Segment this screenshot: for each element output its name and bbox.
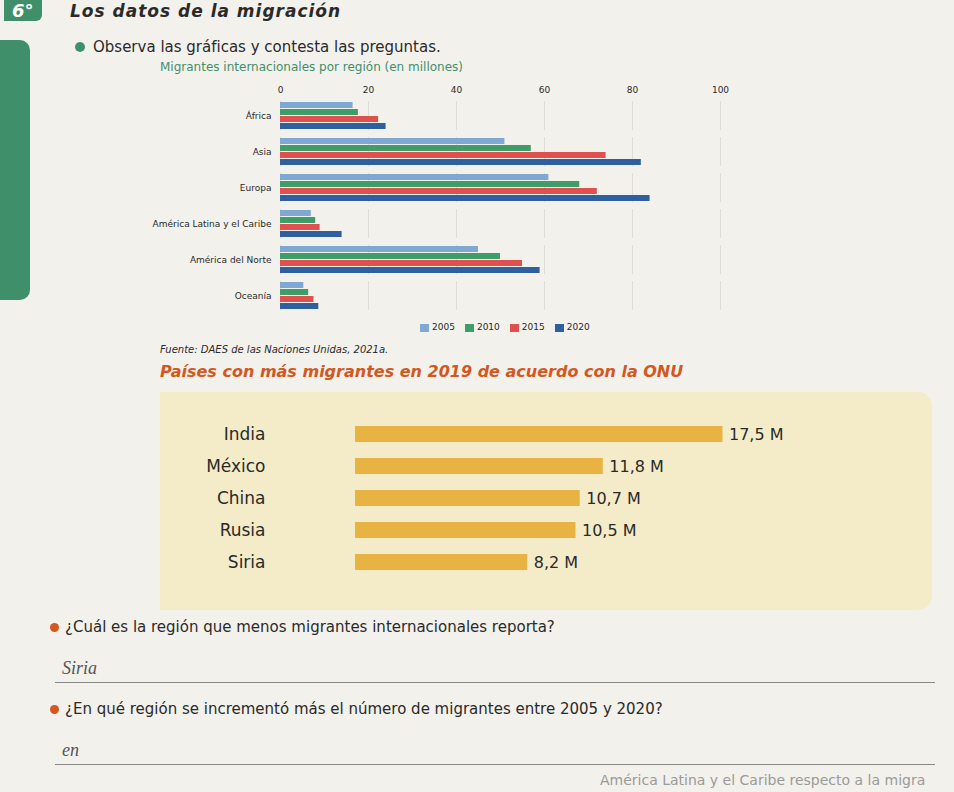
svg-text:20: 20 xyxy=(363,85,375,95)
svg-text:México: México xyxy=(206,456,265,476)
svg-text:América Latina y el Caribe: América Latina y el Caribe xyxy=(153,219,272,229)
svg-text:América del Norte: América del Norte xyxy=(190,255,272,265)
html-text:Fuente: DAES de las Naciones U: Fuente: DAES de las Naciones Unidas, 202… xyxy=(160,344,389,355)
svg-text:Asia: Asia xyxy=(253,147,272,157)
html-text:¿En qué región se incrementó m: ¿En qué región se incrementó más el núme… xyxy=(65,700,663,718)
svg-text:60: 60 xyxy=(539,85,551,95)
html-text:en: en xyxy=(62,740,79,760)
html-text:2020: 2020 xyxy=(566,322,590,332)
html-text:América Latina y el Caribe res: América Latina y el Caribe respecto a la… xyxy=(600,772,926,788)
svg-text:Rusia: Rusia xyxy=(220,520,266,540)
svg-text:0: 0 xyxy=(278,85,284,95)
html-text:Migrantes internacionales por: Migrantes internacionales por región (en… xyxy=(160,60,463,74)
svg-text:Europa: Europa xyxy=(240,183,272,193)
svg-text:17,5 M: 17,5 M xyxy=(729,425,784,444)
html-text:6°: 6° xyxy=(12,0,34,21)
svg-text:China: China xyxy=(217,488,266,508)
svg-text:10,5 M: 10,5 M xyxy=(582,521,637,540)
html-text:Países con más migrantes en 20: Países con más migrantes en 2019 de acue… xyxy=(160,362,684,381)
svg-text:80: 80 xyxy=(627,85,639,95)
html-text:¿Cuál es la región que menos m: ¿Cuál es la región que menos migrantes i… xyxy=(65,618,555,636)
html-text:Siria: Siria xyxy=(62,658,97,678)
svg-text:40: 40 xyxy=(451,85,463,95)
html-text:2010: 2010 xyxy=(476,322,500,332)
svg-text:10,7 M: 10,7 M xyxy=(586,489,641,508)
svg-text:África: África xyxy=(246,110,272,121)
svg-text:8,2 M: 8,2 M xyxy=(534,553,578,572)
html-text:2005: 2005 xyxy=(432,322,455,332)
html-text:Los datos de la migración: Los datos de la migración xyxy=(70,1,342,21)
html-text:Observa las gráficas y contest: Observa las gráficas y contesta las preg… xyxy=(93,38,441,56)
svg-text:Oceanía: Oceanía xyxy=(235,291,272,301)
svg-text:Siria: Siria xyxy=(228,552,266,572)
svg-text:100: 100 xyxy=(712,85,729,95)
html-text:2015: 2015 xyxy=(521,322,545,332)
svg-text:India: India xyxy=(224,424,266,444)
svg-text:11,8 M: 11,8 M xyxy=(609,457,664,476)
